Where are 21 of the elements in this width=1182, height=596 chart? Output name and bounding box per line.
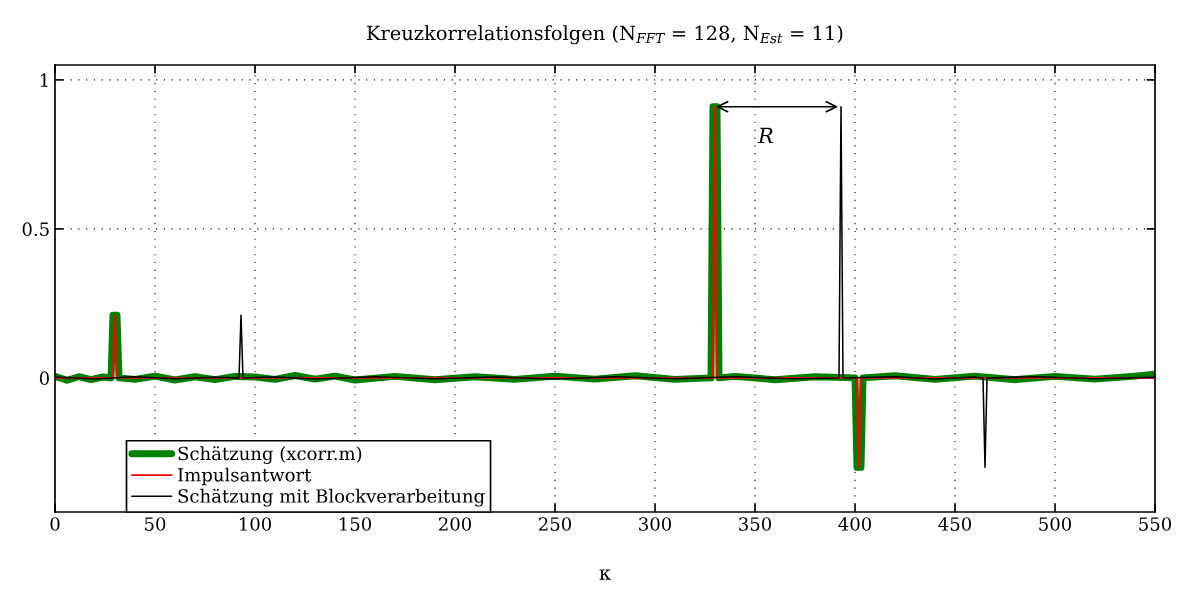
x-tick-label: 400	[838, 517, 872, 531]
x-tick-label: 0	[50, 517, 60, 531]
x-tick-label: 550	[1139, 517, 1172, 531]
x-tick-label: 250	[538, 517, 572, 531]
x-tick-label: 450	[938, 517, 972, 531]
x-axis-title: κ	[599, 569, 611, 580]
chart-title: Kreuzkorrelationsfolgen (N$_{FFT}$ = 128, N$_{Est}$ = 11)	[367, 25, 843, 45]
x-tick-label: 50	[145, 517, 166, 531]
legend-label: Impulsantwort	[178, 467, 312, 486]
legend-label: Schätzung mit Blockverarbeitung	[178, 488, 485, 507]
x-tick-label: 500	[1039, 517, 1072, 531]
x-tick-label: 200	[438, 517, 472, 531]
x-tick-label: 150	[339, 517, 372, 531]
y-tick-label: 1	[40, 73, 48, 87]
x-tick-label: 300	[639, 517, 672, 531]
x-tick-label: 350	[739, 517, 772, 531]
y-tick-label: 0	[39, 371, 49, 386]
x-tick-label: 100	[239, 517, 272, 531]
y-tick-label: 0.5	[22, 222, 49, 237]
legend-label: Schätzung (xcorr.m)	[178, 446, 362, 465]
annotation: R	[757, 127, 773, 144]
